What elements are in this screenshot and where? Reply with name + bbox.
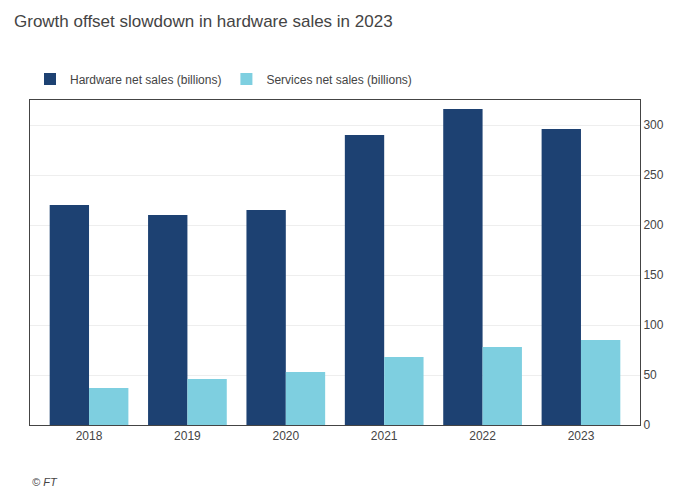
svg-text:150: 150 (643, 268, 663, 282)
svg-text:2023: 2023 (568, 429, 595, 443)
svg-text:300: 300 (643, 118, 663, 132)
svg-text:2019: 2019 (174, 429, 201, 443)
svg-text:© FT: © FT (32, 476, 58, 488)
svg-text:Growth offset slowdown in hard: Growth offset slowdown in hardware sales… (14, 12, 393, 31)
svg-text:200: 200 (643, 218, 663, 232)
svg-text:2021: 2021 (371, 429, 398, 443)
svg-text:250: 250 (643, 168, 663, 182)
svg-text:100: 100 (643, 318, 663, 332)
svg-text:2022: 2022 (469, 429, 496, 443)
svg-text:2018: 2018 (76, 429, 103, 443)
svg-text:Hardware net sales (billions): Hardware net sales (billions) (70, 73, 221, 87)
svg-text:Services net sales (billions): Services net sales (billions) (266, 73, 411, 87)
svg-text:2020: 2020 (272, 429, 299, 443)
svg-text:50: 50 (643, 368, 657, 382)
svg-text:0: 0 (643, 418, 650, 432)
